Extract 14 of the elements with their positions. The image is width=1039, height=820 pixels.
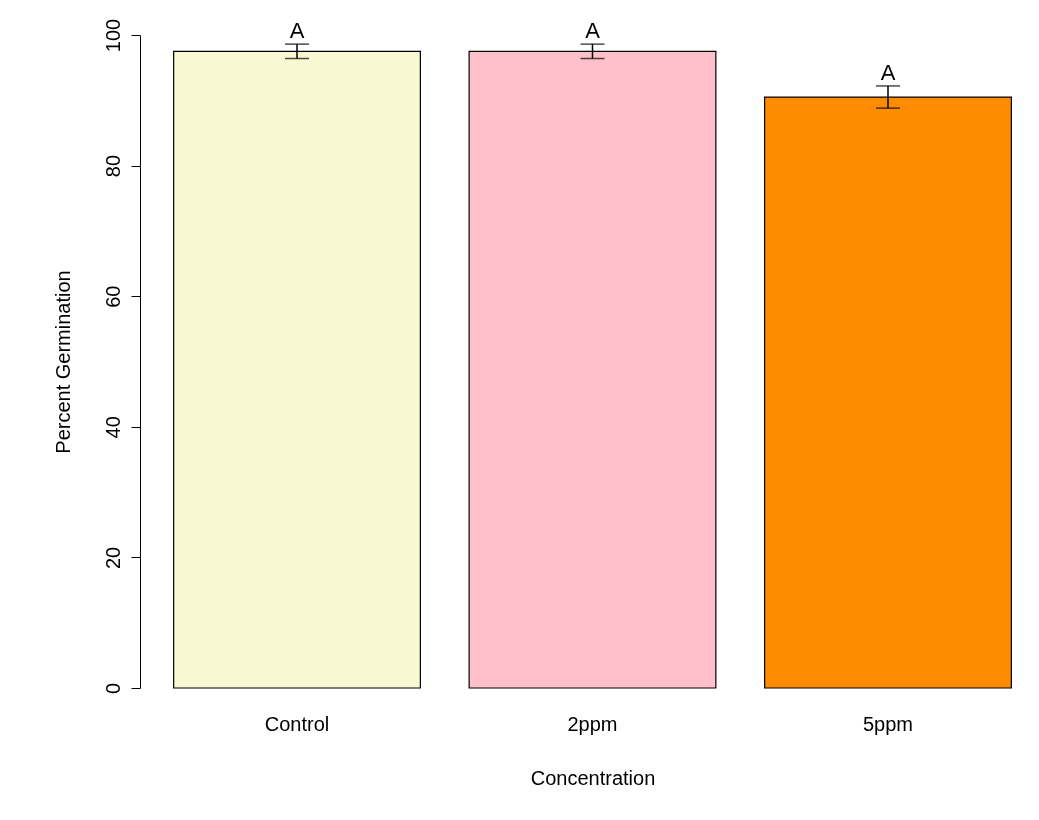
y-tick-label: 40 <box>101 416 124 439</box>
y-tick-label: 0 <box>101 682 124 695</box>
x-axis-title: Concentration <box>530 766 656 789</box>
y-tick-label: 100 <box>101 18 124 53</box>
x-tick-label: Control <box>264 712 330 735</box>
annotation: A <box>880 59 896 85</box>
y-tick-label: 60 <box>101 285 124 308</box>
annotation: A <box>585 18 601 44</box>
y-tick-label: 80 <box>101 154 124 178</box>
annotation: A <box>289 18 305 44</box>
y-axis-title: Percent Germination <box>51 270 74 454</box>
x-tick-label: 2ppm <box>567 712 618 735</box>
y-tick-label: 20 <box>101 546 124 570</box>
x-tick-label: 5ppm <box>862 712 914 735</box>
